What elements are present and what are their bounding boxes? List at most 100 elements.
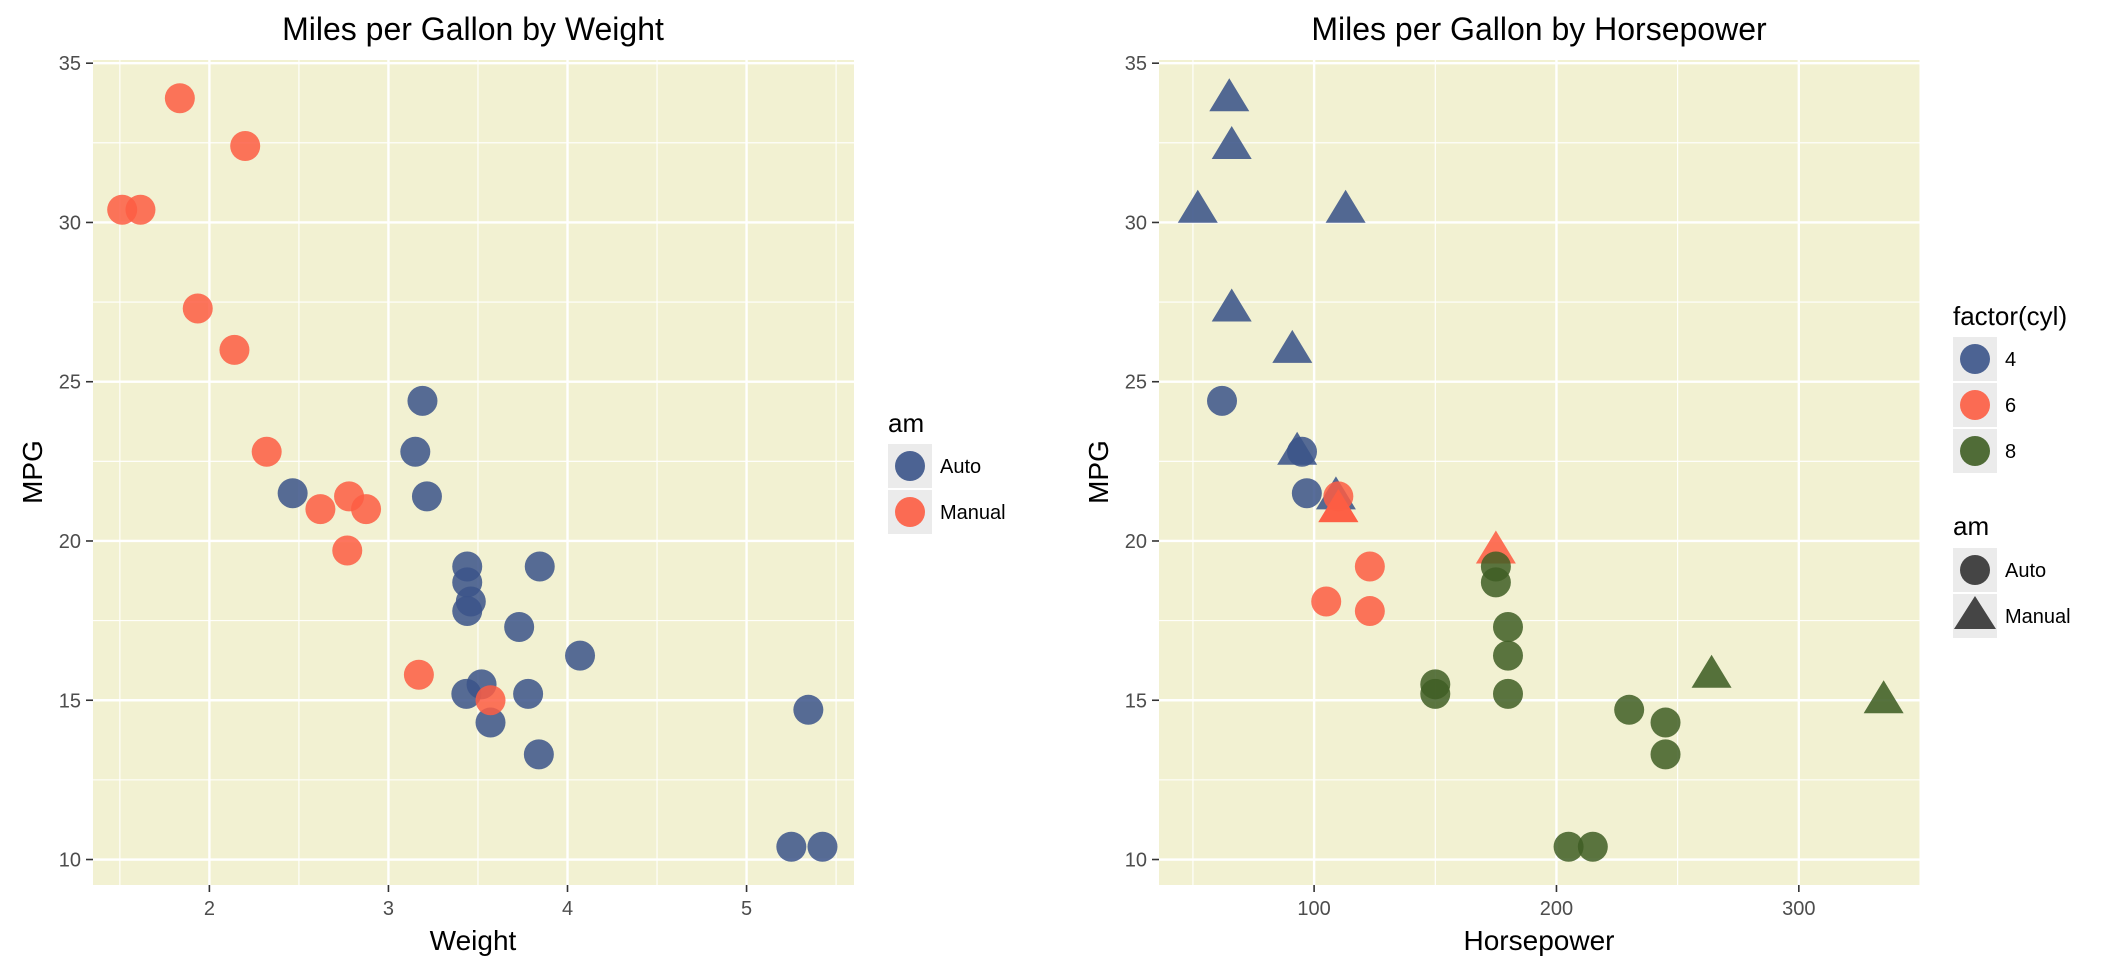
legend-title: factor(cyl)	[1953, 301, 2067, 331]
data-point-cyl8-manual	[1691, 654, 1732, 688]
x-tick-label: 100	[1297, 898, 1330, 920]
legend-label-auto: Auto	[2005, 560, 2046, 582]
y-tick-label: 20	[1125, 531, 1147, 553]
data-point-manual	[251, 436, 282, 467]
legend-key-auto	[895, 451, 925, 481]
data-point-auto	[776, 831, 807, 862]
grid-lines	[1159, 60, 1921, 885]
data-point-auto	[475, 707, 506, 738]
legend-label-manual: Manual	[940, 502, 1006, 524]
data-point-cyl8-auto	[1492, 640, 1523, 671]
data-point-cyl8-auto	[1492, 678, 1523, 709]
data-point-manual	[182, 293, 213, 324]
data-point-cyl8-auto	[1650, 739, 1681, 770]
data-point-cyl8-auto	[1553, 831, 1584, 862]
grid-lines	[93, 60, 854, 885]
data-point-cyl4-manual	[1177, 189, 1218, 223]
x-tick-label: 3	[383, 898, 394, 920]
data-point-manual	[475, 685, 506, 716]
data-point-auto	[513, 678, 544, 709]
legend-label-cyl4: 4	[2005, 349, 2016, 371]
data-point-auto	[523, 739, 554, 770]
legend-title: am	[888, 408, 924, 438]
y-tick-label: 30	[59, 212, 81, 234]
data-point-manual	[305, 494, 336, 525]
data-points	[107, 83, 838, 862]
data-point-cyl4-auto	[1291, 478, 1322, 509]
data-point-auto	[407, 385, 438, 416]
data-point-cyl6-auto	[1354, 596, 1385, 627]
data-point-auto	[793, 694, 824, 725]
chart-mpg-by-weight: 2 3 4 5 10 15 20 25 30 35 Miles per Gallon by Wei…	[17, 11, 1006, 956]
legend-key-auto	[1960, 555, 1990, 585]
data-point-manual	[219, 334, 250, 365]
legend-key-manual	[1954, 596, 1996, 629]
data-point-auto	[451, 678, 482, 709]
data-point-cyl4-manual	[1209, 78, 1250, 112]
data-point-manual	[230, 131, 261, 162]
plot-panel	[1159, 60, 1920, 885]
data-point-cyl8-auto	[1492, 611, 1523, 642]
data-points	[1177, 78, 1904, 862]
data-point-cyl8-auto	[1650, 707, 1681, 738]
data-point-cyl4-auto	[1207, 385, 1238, 416]
y-tick-label: 20	[59, 531, 81, 553]
data-point-cyl4-manual	[1211, 288, 1252, 322]
data-point-manual	[107, 194, 138, 225]
data-point-auto	[524, 551, 555, 582]
x-tick-label: 4	[562, 898, 573, 920]
data-point-cyl8-auto	[1420, 669, 1451, 700]
legend-title: am	[1953, 511, 1989, 541]
data-point-cyl8-auto	[1614, 694, 1645, 725]
y-tick-label: 10	[1125, 850, 1147, 872]
data-point-cyl4-manual	[1325, 189, 1366, 223]
data-point-cyl4-manual	[1272, 329, 1313, 363]
legend-label-manual: Manual	[2005, 606, 2071, 628]
y-tick-label: 15	[59, 690, 81, 712]
y-tick-label: 25	[1125, 372, 1147, 394]
axis-ticks: 100 200 300 10 15 20 25 30 35	[1125, 53, 1816, 920]
y-tick-label: 15	[1125, 690, 1147, 712]
y-tick-label: 35	[1125, 53, 1147, 75]
data-point-cyl6-auto	[1354, 551, 1385, 582]
data-point-manual	[334, 481, 365, 512]
y-tick-label: 25	[59, 372, 81, 394]
x-axis-title: Horsepower	[1464, 925, 1615, 956]
data-point-cyl6-auto	[1311, 586, 1342, 617]
legend-label-cyl8: 8	[2005, 441, 2016, 463]
data-point-cyl4-manual	[1277, 431, 1318, 465]
x-tick-label: 5	[741, 898, 752, 920]
data-point-auto	[807, 831, 838, 862]
chart-title: Miles per Gallon by Weight	[282, 11, 664, 47]
data-point-cyl8-manual	[1863, 680, 1904, 714]
legend-label-cyl6: 6	[2005, 395, 2016, 417]
data-point-manual	[403, 659, 434, 690]
legend-am: am Auto Manual	[888, 408, 1006, 534]
chart-title: Miles per Gallon by Horsepower	[1311, 11, 1767, 47]
legend-key-cyl6	[1960, 390, 1990, 420]
legend-cyl: factor(cyl) 4 6 8	[1953, 301, 2067, 473]
data-point-manual	[332, 535, 363, 566]
data-point-cyl6-manual	[1318, 489, 1359, 523]
y-tick-label: 30	[1125, 212, 1147, 234]
y-axis-title: MPG	[17, 440, 48, 504]
data-point-auto	[277, 478, 308, 509]
data-point-cyl8-auto	[1577, 831, 1608, 862]
legend-label-auto: Auto	[940, 456, 981, 478]
legend-am: am Auto Manual	[1953, 511, 2071, 638]
x-tick-label: 2	[204, 898, 215, 920]
x-tick-label: 300	[1782, 898, 1815, 920]
x-tick-label: 200	[1540, 898, 1573, 920]
data-point-auto	[452, 551, 483, 582]
axis-ticks: 2 3 4 5 10 15 20 25 30 35	[59, 53, 752, 920]
y-tick-label: 35	[59, 53, 81, 75]
data-point-manual	[164, 83, 195, 114]
legend-key-cyl4	[1960, 344, 1990, 374]
legend-key-cyl8	[1960, 436, 1990, 466]
x-axis-title: Weight	[430, 925, 517, 956]
data-point-cyl8-auto	[1480, 567, 1511, 598]
data-point-auto	[411, 481, 442, 512]
data-point-auto	[504, 611, 535, 642]
data-point-auto	[400, 436, 431, 467]
